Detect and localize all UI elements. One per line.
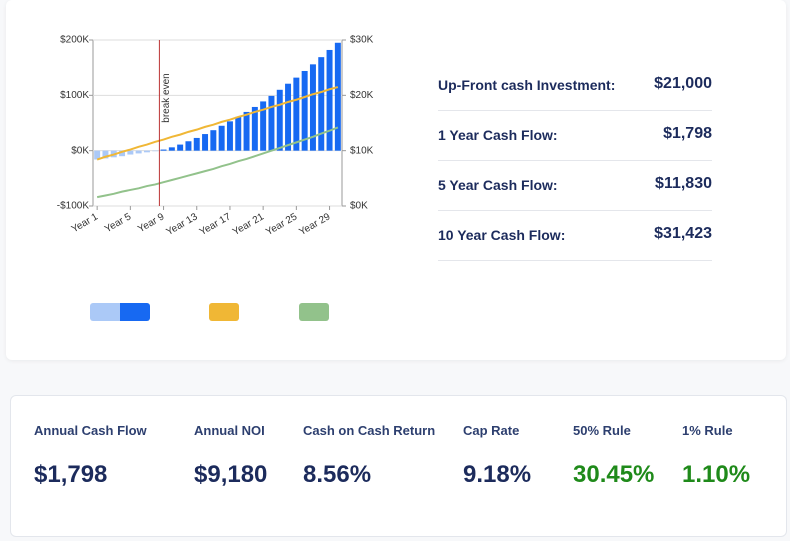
summary-row: 10 Year Cash Flow: $31,423 (438, 210, 712, 261)
bar (334, 42, 341, 151)
y-tick-label: -$100K (57, 201, 90, 212)
bar (243, 111, 250, 151)
bar (94, 150, 101, 160)
metric-label: Annual NOI (194, 423, 265, 438)
summary-row: 5 Year Cash Flow: $11,830 (438, 160, 712, 211)
summary-label: 1 Year Cash Flow: (438, 127, 558, 143)
bar (268, 95, 275, 151)
annotation: break even (161, 73, 172, 122)
y2-tick-label: $20K (350, 90, 374, 101)
bar (293, 77, 300, 151)
metric-label: Cap Rate (463, 423, 520, 438)
x-tick-label: Year 1 (70, 211, 101, 235)
bar (276, 89, 283, 151)
metric-value: $1,798 (34, 461, 108, 488)
metric-value: 8.56% (303, 461, 372, 488)
bar (318, 57, 325, 151)
line (96, 86, 339, 161)
y-tick-label: $100K (60, 90, 89, 101)
bar (309, 64, 316, 151)
x-tick-label: Year 9 (136, 211, 167, 235)
metric-value: 9.18% (463, 461, 532, 488)
metric-label: Cash on Cash Return (303, 423, 436, 438)
bar (285, 83, 292, 151)
metric-value: 1.10% (682, 461, 751, 488)
bar (152, 150, 159, 152)
bar (260, 101, 267, 151)
chart-card (6, 0, 786, 360)
bar (251, 106, 258, 151)
bar (143, 150, 150, 153)
bar (177, 144, 184, 151)
metric-label: 50% Rule (573, 423, 631, 438)
bar (168, 147, 175, 151)
summary-label: 5 Year Cash Flow: (438, 177, 558, 193)
metric-label: Annual Cash Flow (34, 423, 147, 438)
x-tick-label: Year 17 (198, 211, 233, 238)
bar (119, 150, 126, 157)
bar (218, 125, 225, 151)
y2-tick-label: $10K (350, 145, 374, 156)
line (96, 126, 339, 199)
summary-value: $11,830 (655, 175, 712, 192)
bar (193, 137, 200, 151)
bar (202, 134, 209, 151)
bar (160, 149, 167, 151)
legend-swatch (90, 303, 120, 321)
summary-row: 1 Year Cash Flow: $1,798 (438, 110, 712, 161)
bar (127, 150, 134, 155)
bar (135, 150, 142, 154)
bar (326, 49, 333, 151)
bar (102, 150, 109, 159)
summary-value: $1,798 (663, 125, 712, 142)
summary-row: Up-Front cash Investment: $21,000 (438, 60, 712, 111)
summary-value: $21,000 (654, 75, 712, 92)
chart: -$100K $0K $100K $200K $0K $10K $20K $30K Year 1… (57, 35, 374, 238)
summary-value: $31,423 (654, 225, 712, 242)
legend-swatch (120, 303, 150, 321)
summary-label: 10 Year Cash Flow: (438, 227, 566, 243)
summary-label: Up-Front cash Investment: (438, 77, 616, 93)
bar (210, 130, 217, 151)
bar (185, 141, 192, 151)
metric-label: 1% Rule (682, 423, 733, 438)
x-tick-label: Year 5 (103, 211, 134, 235)
y-tick-label: $0K (71, 145, 89, 156)
legend-swatch (209, 303, 239, 321)
y2-tick-label: $30K (350, 35, 374, 46)
x-tick-label: Year 13 (165, 211, 200, 238)
bar (301, 70, 308, 151)
bar (226, 121, 233, 151)
y2-tick-label: $0K (350, 201, 368, 212)
metrics-card (10, 395, 787, 537)
metric-value: $9,180 (194, 461, 268, 488)
metric-value: 30.45% (573, 461, 655, 488)
bar (235, 116, 242, 151)
x-tick-label: Year 21 (231, 211, 266, 238)
y-tick-label: $200K (60, 35, 89, 46)
x-tick-label: Year 29 (297, 211, 332, 238)
legend-swatch (299, 303, 329, 321)
x-tick-label: Year 25 (264, 211, 299, 238)
